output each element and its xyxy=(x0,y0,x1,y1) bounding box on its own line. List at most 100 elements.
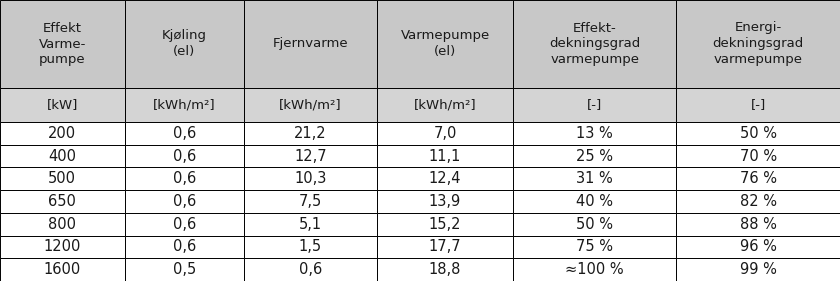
Text: 21,2: 21,2 xyxy=(294,126,327,141)
Text: 0,6: 0,6 xyxy=(299,262,322,277)
Text: [-]: [-] xyxy=(751,99,766,112)
Bar xyxy=(244,235,377,258)
Bar xyxy=(244,167,377,190)
Text: 0,5: 0,5 xyxy=(172,262,196,277)
Text: 31 %: 31 % xyxy=(576,171,613,186)
Bar xyxy=(244,258,377,281)
Text: 1600: 1600 xyxy=(44,262,81,277)
Bar xyxy=(0,167,124,190)
Bar xyxy=(124,167,244,190)
Bar xyxy=(0,0,124,88)
Text: 7,0: 7,0 xyxy=(433,126,457,141)
Text: 82 %: 82 % xyxy=(740,194,777,209)
Bar xyxy=(676,190,840,213)
Bar xyxy=(244,213,377,235)
Text: 99 %: 99 % xyxy=(740,262,777,277)
Text: 800: 800 xyxy=(49,217,76,232)
Bar xyxy=(124,235,244,258)
Text: 17,7: 17,7 xyxy=(428,239,461,254)
Bar xyxy=(244,0,377,88)
Bar xyxy=(124,122,244,145)
Bar xyxy=(377,0,513,88)
Bar xyxy=(377,190,513,213)
Bar xyxy=(513,235,676,258)
Bar xyxy=(676,0,840,88)
Text: Energi-
dekningsgrad
varmepumpe: Energi- dekningsgrad varmepumpe xyxy=(712,22,804,67)
Text: 18,8: 18,8 xyxy=(429,262,461,277)
Bar xyxy=(124,145,244,167)
Bar xyxy=(513,0,676,88)
Text: Kjøling
(el): Kjøling (el) xyxy=(161,30,207,58)
Bar xyxy=(513,213,676,235)
Bar xyxy=(676,122,840,145)
Text: Fjernvarme: Fjernvarme xyxy=(273,37,349,51)
Text: 50 %: 50 % xyxy=(576,217,613,232)
Bar xyxy=(377,145,513,167)
Bar xyxy=(377,122,513,145)
Bar xyxy=(377,235,513,258)
Text: 12,4: 12,4 xyxy=(428,171,461,186)
Text: [kWh/m²]: [kWh/m²] xyxy=(414,99,476,112)
Text: 11,1: 11,1 xyxy=(429,149,461,164)
Bar xyxy=(124,213,244,235)
Bar xyxy=(513,88,676,122)
Text: 70 %: 70 % xyxy=(740,149,777,164)
Text: 650: 650 xyxy=(49,194,76,209)
Bar xyxy=(513,122,676,145)
Bar xyxy=(377,88,513,122)
Text: [kWh/m²]: [kWh/m²] xyxy=(153,99,215,112)
Bar xyxy=(377,213,513,235)
Bar xyxy=(0,122,124,145)
Text: 96 %: 96 % xyxy=(740,239,777,254)
Bar xyxy=(513,145,676,167)
Bar xyxy=(244,190,377,213)
Text: 0,6: 0,6 xyxy=(172,126,196,141)
Text: 500: 500 xyxy=(49,171,76,186)
Bar xyxy=(0,190,124,213)
Bar xyxy=(513,167,676,190)
Text: [kWh/m²]: [kWh/m²] xyxy=(279,99,342,112)
Text: 13 %: 13 % xyxy=(576,126,613,141)
Text: 12,7: 12,7 xyxy=(294,149,327,164)
Bar xyxy=(244,122,377,145)
Text: 0,6: 0,6 xyxy=(172,171,196,186)
Text: 5,1: 5,1 xyxy=(299,217,322,232)
Bar xyxy=(124,190,244,213)
Bar xyxy=(676,88,840,122)
Text: 7,5: 7,5 xyxy=(299,194,322,209)
Text: [kW]: [kW] xyxy=(46,99,78,112)
Bar xyxy=(124,258,244,281)
Bar xyxy=(676,235,840,258)
Text: 200: 200 xyxy=(48,126,76,141)
Bar xyxy=(0,258,124,281)
Bar xyxy=(377,258,513,281)
Text: 88 %: 88 % xyxy=(740,217,777,232)
Text: Effekt-
dekningsgrad
varmepumpe: Effekt- dekningsgrad varmepumpe xyxy=(549,22,640,67)
Bar xyxy=(0,235,124,258)
Bar xyxy=(676,213,840,235)
Bar xyxy=(124,0,244,88)
Text: 50 %: 50 % xyxy=(740,126,777,141)
Text: 13,9: 13,9 xyxy=(429,194,461,209)
Text: 75 %: 75 % xyxy=(576,239,613,254)
Text: [-]: [-] xyxy=(587,99,602,112)
Text: 0,6: 0,6 xyxy=(172,194,196,209)
Bar xyxy=(676,145,840,167)
Bar xyxy=(676,258,840,281)
Text: 0,6: 0,6 xyxy=(172,149,196,164)
Text: 10,3: 10,3 xyxy=(294,171,327,186)
Bar xyxy=(513,258,676,281)
Text: 1200: 1200 xyxy=(44,239,81,254)
Bar xyxy=(244,145,377,167)
Text: Varmepumpe
(el): Varmepumpe (el) xyxy=(401,30,490,58)
Bar xyxy=(0,145,124,167)
Bar xyxy=(377,167,513,190)
Text: 400: 400 xyxy=(49,149,76,164)
Text: 25 %: 25 % xyxy=(576,149,613,164)
Text: 76 %: 76 % xyxy=(740,171,777,186)
Text: 0,6: 0,6 xyxy=(172,239,196,254)
Text: Effekt
Varme-
pumpe: Effekt Varme- pumpe xyxy=(39,22,86,67)
Text: ≈100 %: ≈100 % xyxy=(565,262,624,277)
Bar xyxy=(513,190,676,213)
Text: 1,5: 1,5 xyxy=(299,239,322,254)
